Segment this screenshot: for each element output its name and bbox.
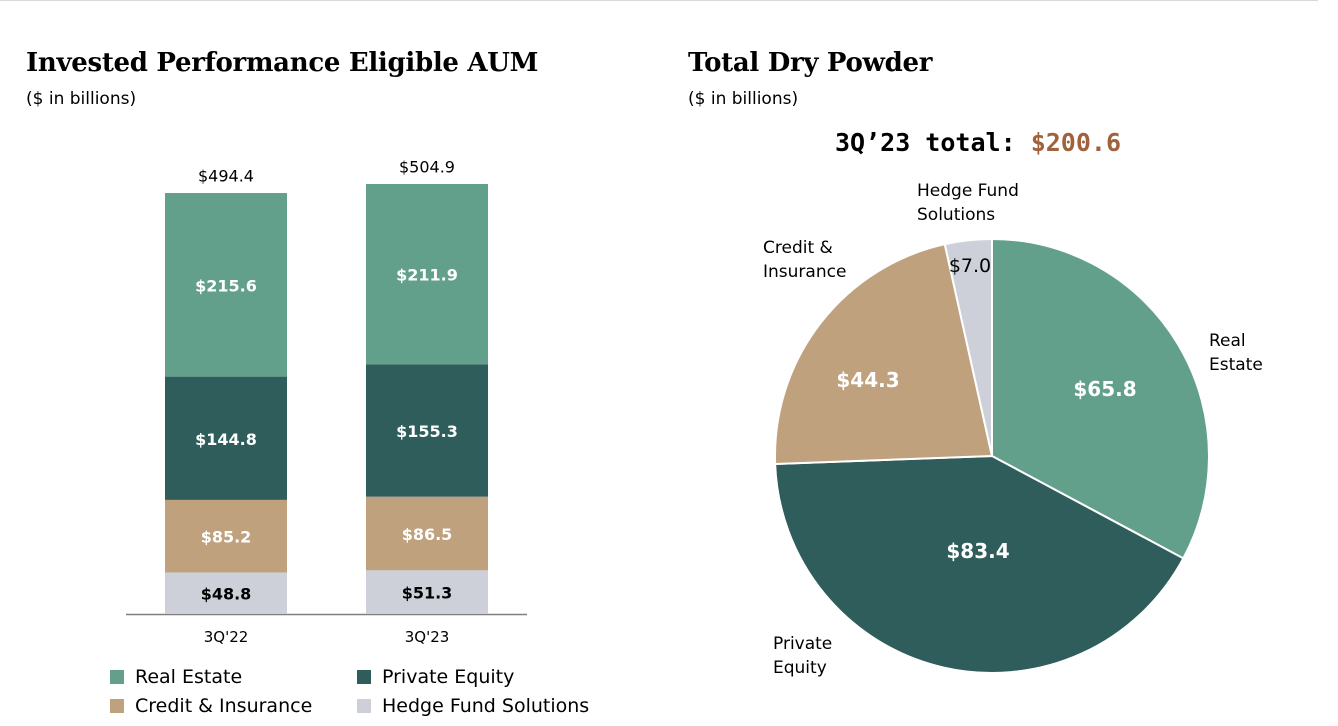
legend-label-credit-insurance: Credit & Insurance xyxy=(135,695,313,717)
x-tick-label-2: 3Q'23 xyxy=(405,628,450,646)
pie-total-label: 3Q’23 total: xyxy=(835,128,1016,157)
legend-item-hedge-fund: Hedge Fund Solutions xyxy=(357,695,589,717)
pie-slice-private-equity xyxy=(774,454,1185,674)
top-divider xyxy=(0,0,1318,1)
legend-item-real-estate: Real Estate xyxy=(110,666,242,688)
pie-value-label-private-equity: $83.4 xyxy=(946,539,1009,563)
x-tick-label-1: 3Q'22 xyxy=(204,628,249,646)
pie-total-heading: 3Q’23 total: $200.6 xyxy=(688,128,1268,157)
legend-swatch-credit-insurance xyxy=(110,699,124,713)
bar-real-estate-1 xyxy=(165,193,287,377)
bar-chart-subtitle: ($ in billions) xyxy=(26,89,137,109)
bar-label-hedge-fund-solutions-2: $51.3 xyxy=(402,584,453,603)
pie-category-label-hedge-fund-solutions: Hedge Fund Solutions xyxy=(917,181,1019,225)
pie-value-label-credit-insurance: $44.3 xyxy=(836,368,899,392)
bar-label-hedge-fund-solutions-1: $48.8 xyxy=(201,585,252,604)
pie-slice-credit-insurance xyxy=(774,243,994,466)
bar-total-label-1: $494.4 xyxy=(198,167,254,186)
pie-slice-real-estate xyxy=(991,237,1210,560)
pie-chart-title: Total Dry Powder xyxy=(688,48,933,78)
bar-label-private-equity-2: $155.3 xyxy=(396,422,458,441)
bar-label-real-estate-2: $211.9 xyxy=(396,266,458,285)
bar-label-real-estate-1: $215.6 xyxy=(195,276,257,295)
legend-label-private-equity: Private Equity xyxy=(382,666,515,688)
pie-chart-subtitle: ($ in billions) xyxy=(688,89,799,109)
pie-category-label-real-estate: Real Estate xyxy=(1209,331,1263,375)
pie-total-value: $200.6 xyxy=(1030,128,1121,157)
pie-value-label-real-estate: $65.8 xyxy=(1073,377,1136,401)
legend-swatch-hedge-fund xyxy=(357,699,371,713)
bar-label-credit-insurance-1: $85.2 xyxy=(201,528,252,547)
legend-swatch-real-estate xyxy=(110,670,124,684)
pie-category-label-private-equity: Private Equity xyxy=(773,634,832,678)
bar-hedge-fund-solutions-2 xyxy=(366,570,488,614)
legend-label-hedge-fund: Hedge Fund Solutions xyxy=(382,695,590,717)
bar-private-equity-2 xyxy=(366,364,488,497)
pie-slice-hedge-fund-solutions xyxy=(943,237,993,457)
bar-credit-insurance-1 xyxy=(165,499,287,573)
bar-real-estate-2 xyxy=(366,184,488,365)
legend-item-private-equity: Private Equity xyxy=(357,666,514,688)
bar-credit-insurance-2 xyxy=(366,496,488,571)
bar-label-credit-insurance-2: $86.5 xyxy=(402,525,453,544)
bar-label-private-equity-1: $144.8 xyxy=(195,430,257,449)
pie-category-label-credit-insurance: Credit & Insurance xyxy=(763,238,846,282)
bar-hedge-fund-solutions-1 xyxy=(165,572,287,614)
legend-item-credit-insurance: Credit & Insurance xyxy=(110,695,312,717)
legend-swatch-private-equity xyxy=(357,670,371,684)
bar-total-label-2: $504.9 xyxy=(399,158,455,177)
bar-chart-title: Invested Performance Eligible AUM xyxy=(26,48,539,78)
legend-label-real-estate: Real Estate xyxy=(135,666,243,688)
pie-value-label-hedge-fund-solutions: $7.0 xyxy=(949,255,991,277)
bar-private-equity-1 xyxy=(165,376,287,500)
